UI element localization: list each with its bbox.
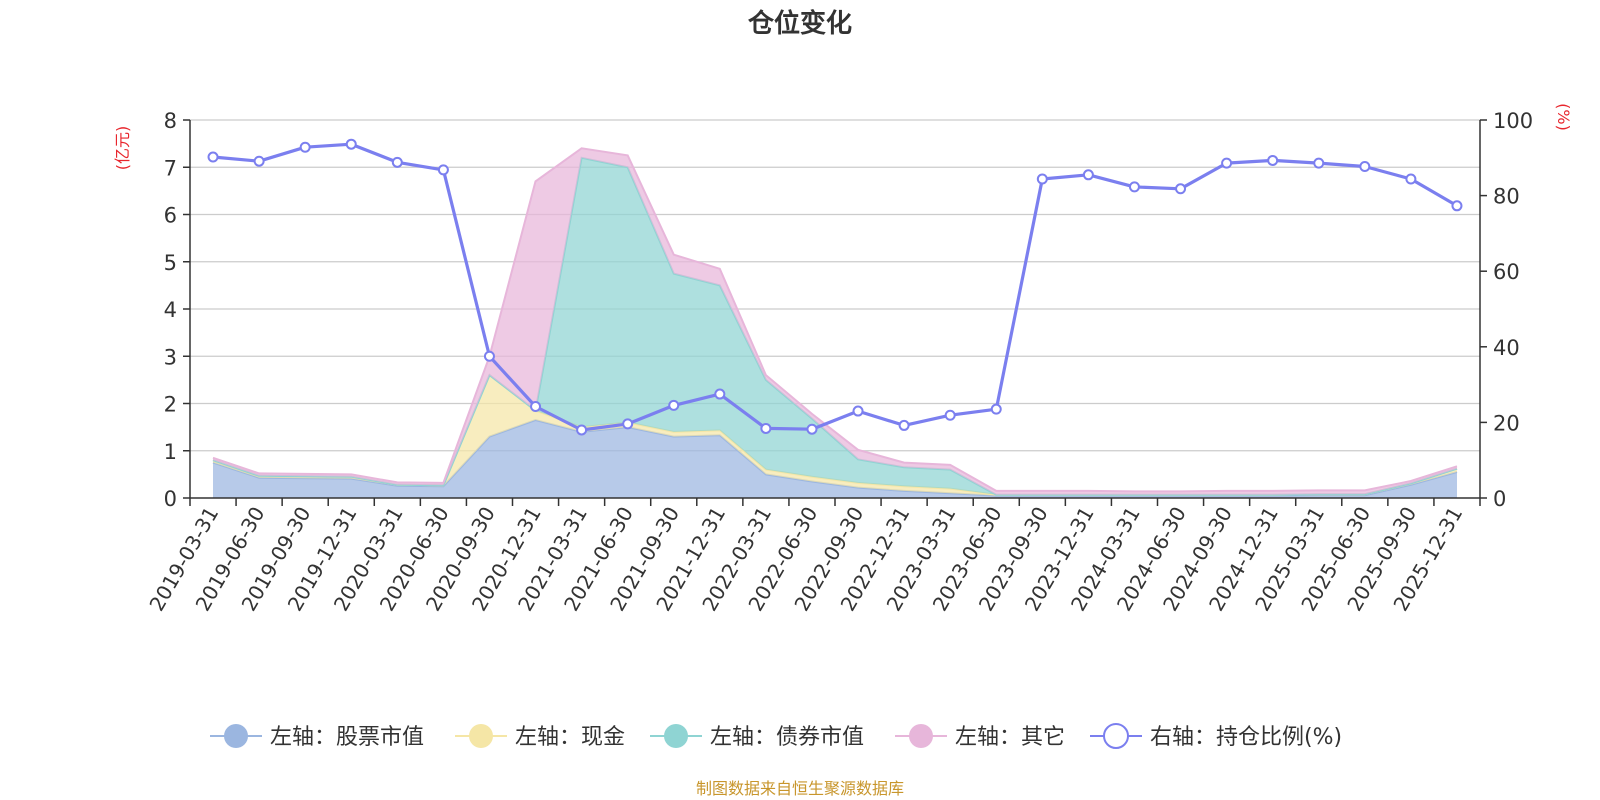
legend-marker <box>664 724 688 748</box>
ratio-point <box>622 418 634 430</box>
ratio-point <box>253 155 265 167</box>
legend-marker <box>469 724 493 748</box>
ratio-point <box>1405 173 1417 185</box>
ratio-point <box>1313 157 1325 169</box>
left-axis-label: 5 <box>164 251 177 275</box>
right-axis-label: 0 <box>1493 487 1506 511</box>
legend-item: 左轴：股票市值 <box>210 724 424 750</box>
legend-item: 左轴：现金 <box>455 724 625 750</box>
left-axis-label: 3 <box>164 345 177 369</box>
legend-label: 左轴：其它 <box>955 725 1065 750</box>
legend-label: 左轴：债券市值 <box>710 725 864 750</box>
ratio-point <box>944 409 956 421</box>
left-axis-label: 8 <box>164 109 177 133</box>
ratio-point <box>299 141 311 153</box>
axes: 0123456780204060801002019-03-312019-06-3… <box>144 109 1533 615</box>
ratio-point <box>483 350 495 362</box>
right-axis-unit: (%) <box>1554 103 1573 131</box>
legend-item: 左轴：其它 <box>895 724 1065 750</box>
ratio-point <box>668 399 680 411</box>
area-edge <box>212 147 1458 493</box>
left-axis-unit: (亿元) <box>113 126 132 171</box>
right-axis-label: 20 <box>1493 411 1520 435</box>
ratio-point <box>806 423 818 435</box>
legend-item: 左轴：债券市值 <box>650 724 864 750</box>
ratio-point <box>1451 200 1463 212</box>
area-3 <box>213 148 1457 495</box>
chart-title: 仓位变化 <box>747 8 852 39</box>
legend: 左轴：股票市值 左轴：现金 左轴：债券市值 左轴：其它 右轴：持仓比例(%) <box>210 723 1342 750</box>
ratio-point <box>437 164 449 176</box>
legend-marker <box>909 724 933 748</box>
left-axis-label: 7 <box>164 156 177 180</box>
ratio-line <box>212 142 1458 432</box>
position-ratio-line <box>207 138 1463 436</box>
area-0 <box>213 420 1457 498</box>
ratio-point <box>391 156 403 168</box>
right-axis-label: 80 <box>1493 185 1520 209</box>
legend-label: 左轴：现金 <box>515 725 625 750</box>
ratio-point <box>1359 160 1371 172</box>
ratio-point <box>1267 154 1279 166</box>
legend-label: 左轴：股票市值 <box>270 725 424 750</box>
left-axis-label: 6 <box>164 204 177 228</box>
ratio-point <box>760 422 772 434</box>
right-axis-label: 40 <box>1493 336 1520 360</box>
area-1 <box>213 375 1457 496</box>
ratio-point <box>207 151 219 163</box>
right-axis-label: 100 <box>1493 109 1533 133</box>
ratio-point <box>898 419 910 431</box>
left-axis-label: 4 <box>164 298 177 322</box>
right-axis-label: 60 <box>1493 260 1520 284</box>
legend-label: 右轴：持仓比例(%) <box>1150 725 1342 750</box>
ratio-point <box>1082 169 1094 181</box>
left-axis-label: 2 <box>164 393 177 417</box>
ratio-point <box>1128 181 1140 193</box>
ratio-point <box>1175 183 1187 195</box>
ratio-point <box>1221 157 1233 169</box>
legend-marker <box>1103 723 1129 749</box>
left-axis-label: 0 <box>164 487 177 511</box>
area-2 <box>213 157 1457 495</box>
ratio-point <box>714 388 726 400</box>
ratio-point <box>1036 173 1048 185</box>
gridlines <box>190 119 1480 452</box>
legend-item: 右轴：持仓比例(%) <box>1090 723 1342 750</box>
ratio-point <box>345 138 357 150</box>
ratio-point <box>990 403 1002 415</box>
ratio-point <box>852 405 864 417</box>
stacked-areas <box>212 147 1458 498</box>
data-source-note: 制图数据来自恒生聚源数据库 <box>696 779 904 798</box>
left-axis-label: 1 <box>164 440 177 464</box>
legend-marker <box>224 724 248 748</box>
ratio-point <box>530 401 542 413</box>
ratio-point <box>576 424 588 436</box>
